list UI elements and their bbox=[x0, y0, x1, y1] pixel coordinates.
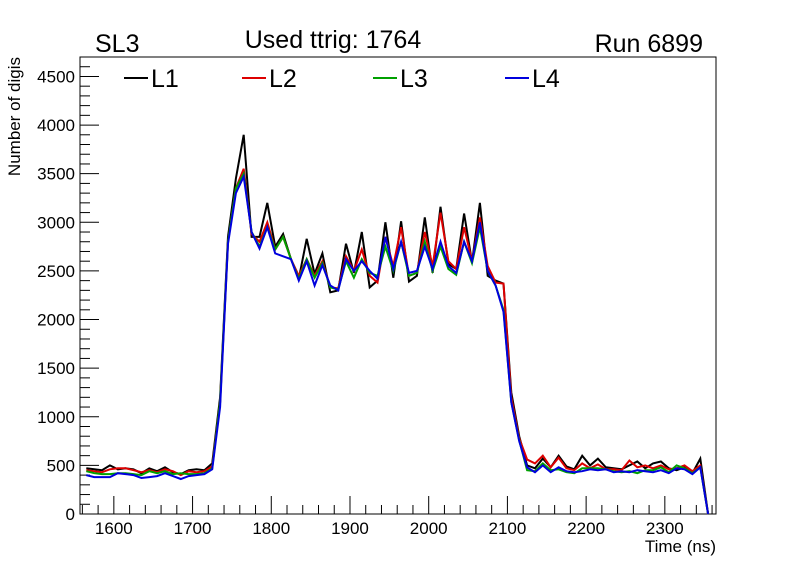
y-tick-label: 0 bbox=[66, 505, 75, 524]
x-tick-label: 1700 bbox=[174, 519, 212, 538]
y-axis-label: Number of digis bbox=[5, 57, 24, 176]
x-tick-label: 1900 bbox=[331, 519, 369, 538]
y-tick-label: 3000 bbox=[37, 213, 75, 232]
series-line-l3 bbox=[86, 170, 710, 515]
legend-label-l4: L4 bbox=[532, 65, 560, 93]
y-tick-label: 1500 bbox=[37, 359, 75, 378]
series-line-l2 bbox=[86, 168, 710, 515]
x-tick-label: 2300 bbox=[646, 519, 684, 538]
legend-label-l3: L3 bbox=[400, 65, 428, 93]
y-tick-label: 500 bbox=[47, 456, 75, 475]
chart-title: Used ttrig: 1764 bbox=[245, 26, 422, 54]
y-tick-label: 2500 bbox=[37, 262, 75, 281]
superlayer-label: SL3 bbox=[95, 30, 139, 58]
series-lines bbox=[86, 134, 710, 515]
axis-ticks: 1600 1700 1800 1900 2000 2100 2200 2300 0 500 1000… bbox=[37, 56, 713, 538]
y-tick-label: 1000 bbox=[37, 408, 75, 427]
y-tick-label: 3500 bbox=[37, 165, 75, 184]
y-tick-label: 4500 bbox=[37, 67, 75, 86]
x-tick-label: 2000 bbox=[410, 519, 448, 538]
legend-label-l2: L2 bbox=[269, 65, 297, 93]
x-tick-label: 2200 bbox=[567, 519, 605, 538]
series-line-l4 bbox=[86, 173, 710, 515]
x-tick-label: 1800 bbox=[252, 519, 290, 538]
run-label: Run 6899 bbox=[595, 30, 703, 58]
x-tick-label: 2100 bbox=[488, 519, 526, 538]
plot-frame bbox=[79, 56, 717, 515]
x-axis-label: Time (ns) bbox=[645, 537, 716, 556]
series-line-l1 bbox=[86, 134, 710, 515]
legend-label-l1: L1 bbox=[151, 65, 179, 93]
x-tick-label: 1600 bbox=[95, 519, 133, 538]
y-tick-label: 2000 bbox=[37, 311, 75, 330]
y-tick-label: 4000 bbox=[37, 116, 75, 135]
legend: L1 L2 L3 L4 bbox=[124, 65, 560, 93]
